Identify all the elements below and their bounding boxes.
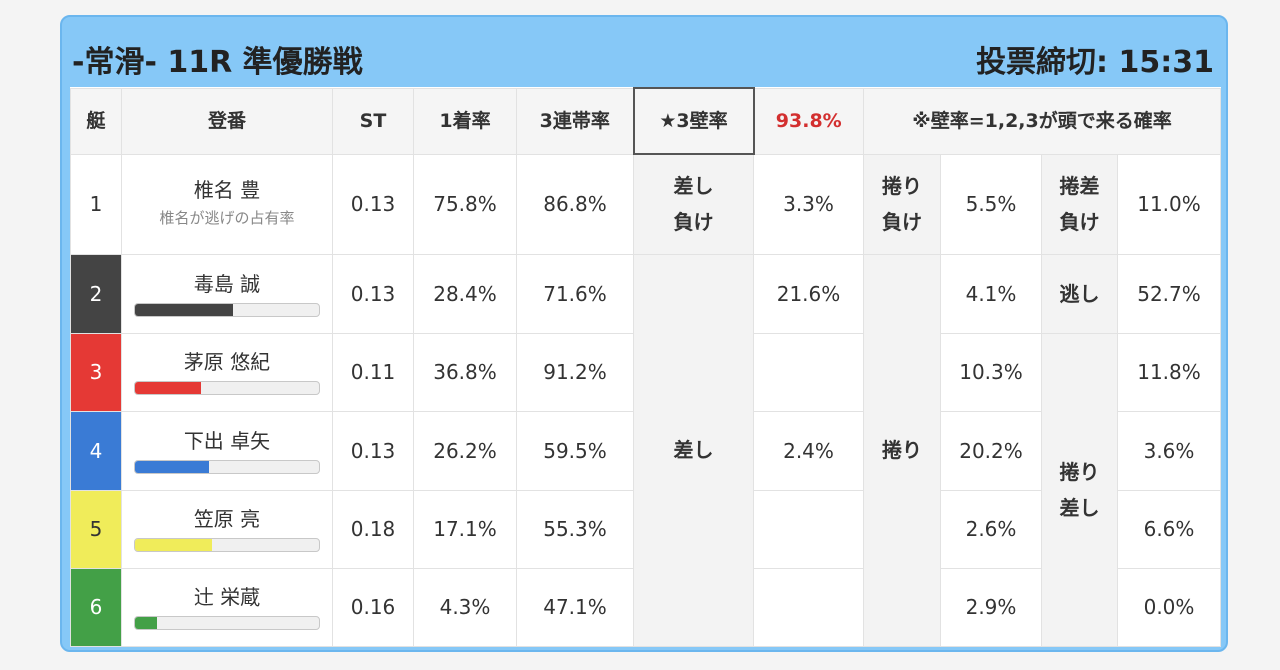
racer: 毒島 誠 — [121, 253, 333, 334]
racer: 茅原 悠紀 — [121, 332, 333, 412]
pattern-rate: 11.8% — [1117, 332, 1221, 412]
top3-rate: 55.3% — [516, 489, 634, 569]
boat: 4 — [70, 410, 122, 491]
pattern-rate: 52.7% — [1117, 253, 1221, 334]
pattern-rate: 10.3% — [940, 332, 1042, 412]
boat: 5 — [70, 489, 122, 569]
bar-track — [134, 459, 320, 474]
share-bar — [135, 617, 158, 629]
row: 3 茅原 悠紀 0.11 36.8% 91.2% 10.3% 捲り 差し 11.… — [70, 332, 1221, 647]
top3-rate: 71.6% — [516, 253, 634, 334]
row: 2 毒島 誠 0.13 28.4% 71.6% 差し 21.6% 捲り 4.1%… — [70, 253, 1221, 647]
share-bar — [135, 460, 209, 473]
racer-name: 辻 栄蔵 — [193, 585, 261, 609]
pattern-rate: 2.4% — [753, 410, 864, 491]
racer-sub: 椎名が逃げの占有率 — [159, 209, 295, 227]
top3-rate: 86.8% — [516, 153, 634, 255]
top3-rate: 47.1% — [516, 567, 634, 647]
deadline: 投票締切: 15:31 — [976, 45, 1214, 80]
row: 6 辻 栄蔵 0.16 4.3% 47.1% 2.9% 0.0% — [70, 567, 1221, 647]
bar-track — [134, 538, 320, 552]
share-bar — [135, 539, 213, 551]
racer-name: 笠原 亮 — [193, 507, 261, 531]
pattern-rate — [753, 332, 864, 412]
bar-track — [134, 381, 320, 395]
bar-track — [134, 616, 320, 630]
pattern: 捲り 負け — [863, 153, 941, 255]
racer: 下出 卓矢 — [121, 410, 333, 491]
win-rate: 17.1% — [413, 489, 517, 569]
row: 1 椎名 豊椎名が逃げの占有率 0.13 75.8% 86.8% 差し 負け 3… — [70, 153, 1221, 255]
pattern: 差し 負け — [633, 153, 754, 255]
col-header: ★3壁率 — [632, 87, 755, 155]
col-header: 艇 — [70, 87, 122, 155]
racer-name: 下出 卓矢 — [183, 428, 271, 453]
racer-name: 毒島 誠 — [193, 271, 261, 296]
share-bar — [135, 382, 202, 394]
col-header: 登番 — [121, 87, 333, 155]
boat: 6 — [70, 567, 122, 647]
win-rate: 36.8% — [413, 332, 517, 412]
st: 0.13 — [332, 410, 414, 491]
col-header: ST — [332, 87, 414, 155]
pattern-rate: 2.9% — [940, 567, 1042, 647]
pattern-rate: 11.0% — [1117, 153, 1221, 255]
top3-rate: 91.2% — [516, 332, 634, 412]
st: 0.18 — [332, 489, 414, 569]
pattern: 捲り — [863, 253, 941, 647]
col-header: 3連帯率 — [516, 87, 634, 155]
note: ※壁率=1,2,3が頭で来る確率 — [863, 87, 1221, 155]
pattern-rate: 4.1% — [940, 253, 1042, 334]
race-title: -常滑- 11R 準優勝戦 — [72, 45, 363, 80]
win-rate: 75.8% — [413, 153, 517, 255]
pattern: 捲り 差し — [1041, 332, 1118, 647]
boat: 1 — [70, 153, 122, 255]
bar-track — [134, 302, 320, 317]
pattern-rate: 6.6% — [1117, 489, 1221, 569]
st: 0.13 — [332, 253, 414, 334]
race-card: -常滑- 11R 準優勝戦 投票締切: 15:31 艇 登番 ST 1着率 3連… — [60, 15, 1228, 652]
pattern-rate — [753, 567, 864, 647]
boat: 2 — [70, 253, 122, 334]
row: 4 下出 卓矢 0.13 26.2% 59.5% 2.4% 20.2% 3.6% — [70, 410, 1221, 491]
pattern-rate: 5.5% — [940, 153, 1042, 255]
pattern-rate: 3.3% — [753, 153, 864, 255]
win-rate: 4.3% — [413, 567, 517, 647]
win-rate: 28.4% — [413, 253, 517, 334]
row: 5 笠原 亮 0.18 17.1% 55.3% 2.6% 6.6% — [70, 489, 1221, 569]
pattern: 捲差 負け — [1041, 153, 1118, 255]
pattern-rate: 21.6% — [753, 253, 864, 334]
pattern: 差し — [633, 253, 754, 647]
top3-rate: 59.5% — [516, 410, 634, 491]
pattern-rate: 2.6% — [940, 489, 1042, 569]
racer-name: 椎名 豊 — [193, 178, 261, 202]
win-rate: 26.2% — [413, 410, 517, 491]
share-bar — [135, 303, 233, 316]
boat: 3 — [70, 332, 122, 412]
racer: 辻 栄蔵 — [121, 567, 333, 647]
pattern-rate: 20.2% — [940, 410, 1042, 491]
racer: 笠原 亮 — [121, 489, 333, 569]
pattern-rate: 3.6% — [1117, 410, 1221, 491]
st: 0.13 — [332, 153, 414, 255]
header-row: 艇 登番 ST 1着率 3連帯率 ★3壁率 93.8% ※壁率=1,2,3が頭で… — [70, 87, 1221, 155]
pattern-rate: 0.0% — [1117, 567, 1221, 647]
col-header: 1着率 — [413, 87, 517, 155]
wall-rate: 93.8% — [753, 87, 864, 155]
st: 0.11 — [332, 332, 414, 412]
racer: 椎名 豊椎名が逃げの占有率 — [121, 153, 333, 255]
stats-table: 艇 登番 ST 1着率 3連帯率 ★3壁率 93.8% ※壁率=1,2,3が頭で… — [70, 87, 1221, 647]
pattern-rate — [753, 489, 864, 569]
pattern: 逃し — [1041, 253, 1118, 334]
racer-name: 茅原 悠紀 — [183, 350, 271, 374]
st: 0.16 — [332, 567, 414, 647]
